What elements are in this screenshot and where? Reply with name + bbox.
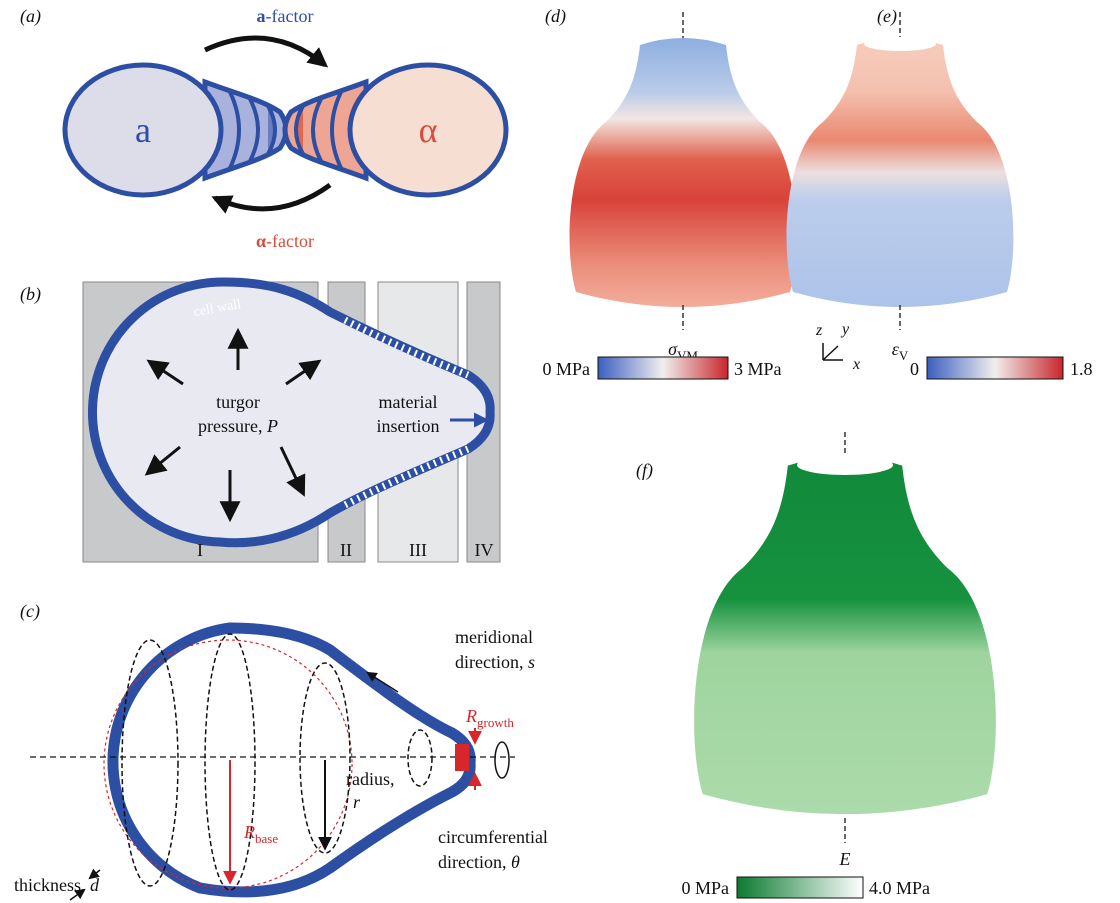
symbol: θ [511, 852, 520, 872]
bold: α [256, 231, 266, 251]
region-label: III [409, 540, 427, 560]
rotation-symbol [495, 742, 509, 778]
colorbar-label: 3 MPa [734, 359, 782, 379]
radius-label: radius, [346, 769, 395, 789]
arrow [215, 185, 330, 209]
region-label: I [197, 540, 203, 560]
panel-label: (f) [636, 460, 653, 481]
quantity-label: E [839, 849, 851, 869]
panel-label: (e) [877, 6, 897, 27]
text: direction, [438, 852, 511, 872]
page: { "panel_a": { "label": "(a)", "cell_a":… [0, 0, 1120, 903]
circumferential-label: circumferential [438, 827, 548, 847]
insertion-label: material [379, 392, 438, 412]
symbol: R [243, 822, 255, 842]
arrow [205, 38, 325, 65]
turgor-label: turgor [216, 392, 260, 412]
modulus-shape [694, 456, 996, 814]
subscript: growth [477, 715, 514, 730]
pheromone-label: α-factor [256, 231, 314, 251]
turgor-label: pressure, P [198, 416, 278, 436]
symbol: s [528, 652, 535, 672]
region-label: II [340, 540, 352, 560]
text: thickness, [14, 875, 90, 895]
symbol: d [90, 875, 100, 895]
axis-label: x [852, 356, 860, 373]
meridional-label: direction, s [455, 652, 535, 672]
rest: -factor [266, 231, 314, 251]
insertion-label: insertion [377, 416, 440, 436]
subscript: base [255, 831, 278, 846]
symbol: P [266, 416, 278, 436]
colorbar-label: 4.0 MPa [869, 878, 930, 898]
axis-label: y [840, 321, 850, 338]
cell-label: α [419, 110, 438, 150]
text: direction, [455, 652, 528, 672]
meridional-label: meridional [455, 627, 533, 647]
panel-label: (b) [20, 284, 41, 305]
panel-label: (a) [20, 6, 41, 27]
thickness-label: thickness, d [14, 875, 100, 895]
panel-label: (d) [545, 6, 566, 27]
growth-zone [455, 744, 469, 771]
symbol: R [465, 706, 477, 726]
bold: a [257, 6, 266, 26]
rest: -factor [266, 6, 314, 26]
colorbar-label: 0 MPa [681, 878, 729, 898]
colorbar-label: 1.8 [1070, 359, 1093, 379]
cell-outline [113, 628, 470, 892]
colorbar [737, 877, 863, 898]
axes-glyph [823, 343, 843, 360]
quantity-label: εV [892, 339, 909, 363]
colorbar-label: 0 MPa [542, 359, 590, 379]
colorbar [927, 357, 1063, 379]
region-label: IV [475, 540, 494, 560]
figure: (a) a α a-factor α-factor (b) cell wall … [0, 0, 1120, 903]
subscript: V [899, 348, 909, 363]
stress-shape [570, 38, 797, 307]
text: pressure, [198, 416, 267, 436]
cell-label: a [135, 110, 151, 150]
r-growth-label: Rgrowth [465, 706, 514, 730]
opening [797, 455, 893, 475]
decoration [823, 346, 838, 360]
pheromone-label: a-factor [257, 6, 314, 26]
panel-label: (c) [20, 601, 40, 622]
radius-label: r [353, 792, 361, 812]
colorbar [598, 357, 728, 379]
axis-label: z [815, 322, 823, 339]
colorbar-label: 0 [910, 359, 919, 379]
strain-shape [787, 38, 1014, 307]
circumferential-label: direction, θ [438, 852, 520, 872]
opening [864, 37, 936, 51]
